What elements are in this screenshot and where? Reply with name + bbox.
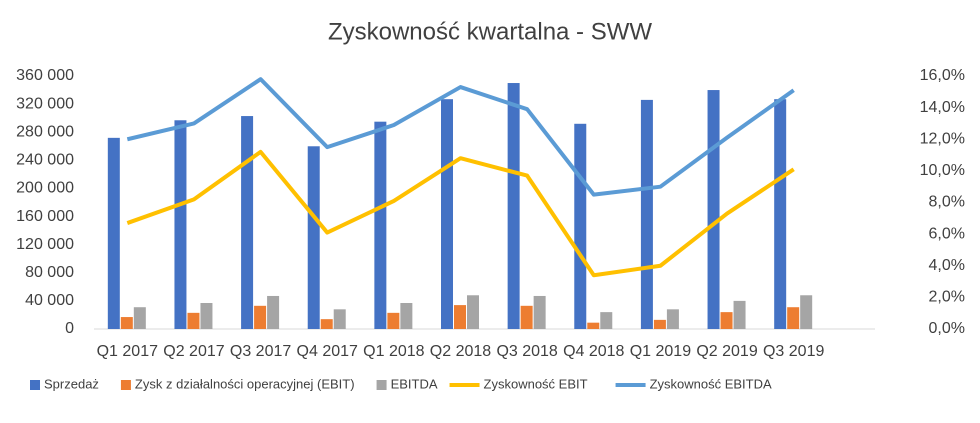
bar — [653, 319, 666, 329]
y2-tick-label: 16,0% — [920, 67, 965, 84]
bar — [307, 146, 320, 329]
x-tick-label: Q1 2019 — [630, 343, 691, 360]
legend-label: Zyskowność EBITDA — [650, 376, 772, 391]
legend-label: Sprzedaż — [44, 376, 99, 391]
legend-label: EBITDA — [391, 376, 438, 391]
x-tick-label: Q4 2017 — [297, 343, 358, 360]
y-tick-label: 80 000 — [25, 264, 74, 281]
x-tick-label: Q2 2017 — [163, 343, 224, 360]
x-tick-label: Q2 2018 — [430, 343, 491, 360]
x-tick-label: Q4 2018 — [563, 343, 624, 360]
y-tick-label: 0 — [65, 320, 74, 337]
bar — [733, 300, 746, 329]
y2-tick-label: 2,0% — [929, 289, 965, 306]
bar — [107, 137, 120, 329]
legend-swatch — [120, 380, 131, 390]
chart-title: Zyskowność kwartalna - SWW — [328, 18, 652, 45]
y2-tick-label: 0,0% — [929, 320, 965, 337]
bar — [120, 317, 133, 329]
bar — [800, 295, 813, 329]
bar — [520, 305, 533, 329]
x-tick-label: Q2 2019 — [696, 343, 757, 360]
bar — [174, 120, 187, 330]
bar — [441, 99, 453, 329]
bar — [640, 99, 653, 330]
y2-tick-label: 10,0% — [920, 162, 965, 179]
bar — [467, 295, 479, 329]
bar — [587, 322, 600, 329]
y-tick-label: 200 000 — [16, 180, 74, 197]
bar — [774, 99, 787, 329]
bar — [387, 312, 400, 329]
legend-swatch — [376, 380, 387, 390]
x-tick-label: Q1 2017 — [97, 343, 158, 360]
bar — [400, 302, 413, 329]
bar — [333, 309, 346, 329]
bar — [374, 121, 387, 329]
bar — [241, 116, 254, 329]
x-tick-label: Q3 2019 — [763, 343, 824, 360]
bar — [133, 307, 146, 329]
legend-label: Zyskowność EBIT — [484, 376, 588, 391]
y-tick-label: 160 000 — [16, 208, 74, 225]
y2-tick-label: 6,0% — [929, 225, 965, 242]
y-tick-label: 360 000 — [16, 67, 74, 84]
y2-tick-label: 8,0% — [929, 194, 965, 211]
y2-tick-label: 12,0% — [920, 130, 965, 147]
bar — [254, 305, 267, 329]
bar — [187, 312, 200, 329]
bar — [533, 295, 546, 329]
y2-tick-label: 4,0% — [929, 257, 965, 274]
bar — [787, 307, 800, 329]
y-tick-label: 320 000 — [16, 95, 74, 112]
bar — [600, 312, 613, 329]
bar — [200, 302, 213, 329]
y-tick-label: 40 000 — [25, 292, 74, 309]
bar — [267, 295, 280, 329]
bar — [454, 305, 466, 329]
legend-swatch — [30, 380, 40, 390]
line-series — [126, 77, 795, 197]
x-tick-label: Q3 2017 — [230, 343, 291, 360]
y2-tick-label: 14,0% — [920, 99, 965, 116]
bar — [707, 90, 720, 329]
x-tick-label: Q1 2018 — [363, 343, 424, 360]
bar — [574, 123, 587, 330]
y-tick-label: 280 000 — [16, 123, 74, 140]
x-tick-label: Q3 2018 — [496, 343, 557, 360]
y-tick-label: 240 000 — [16, 152, 74, 169]
bar — [320, 319, 333, 329]
line-series — [126, 149, 795, 278]
y-tick-label: 120 000 — [16, 236, 74, 253]
bar — [666, 309, 679, 329]
legend-label: Zysk z działalności operacyjnej (EBIT) — [135, 376, 355, 391]
bar — [720, 312, 733, 329]
bar — [507, 83, 520, 330]
